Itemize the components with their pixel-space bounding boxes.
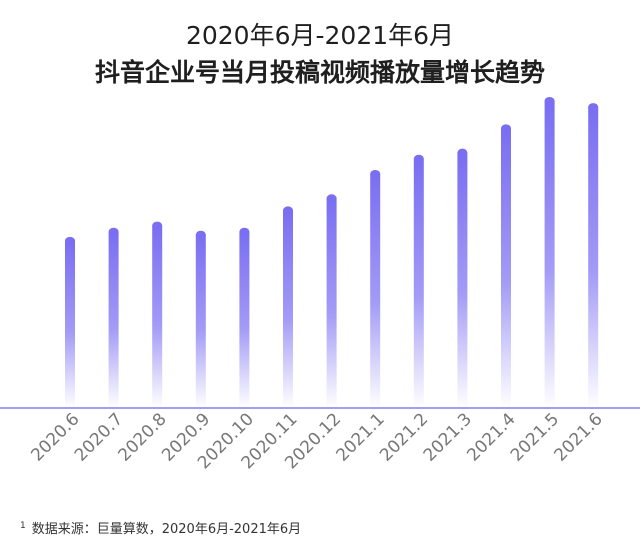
- x-tick-labels-group: 2020.62020.72020.82020.92020.102020.1120…: [27, 409, 606, 473]
- bar-cap: [413, 154, 424, 163]
- bar-cap: [544, 97, 555, 105]
- chart-title-line1: 2020年6月-2021年6月: [185, 21, 455, 50]
- bars-group: [65, 101, 599, 408]
- bar: [588, 107, 599, 408]
- chart-title-line2: 抖音企业号当月投稿视频播放量增长趋势: [94, 58, 545, 87]
- x-tick-label: 2021.4: [463, 409, 519, 465]
- bar-caps-group: [65, 97, 599, 245]
- bar: [108, 231, 119, 408]
- bar-cap: [588, 103, 599, 112]
- x-tick-label: 2020.6: [27, 409, 83, 465]
- bar: [457, 152, 468, 408]
- x-tick-label: 2021.3: [420, 409, 476, 465]
- source-note: 1 数据来源：巨量算数，2020年6月-2021年6月: [20, 518, 301, 537]
- bar-cap: [283, 206, 293, 215]
- bar-cap: [152, 221, 163, 230]
- bar: [152, 225, 163, 408]
- bar-cap: [501, 124, 511, 133]
- bar-cap: [108, 227, 119, 236]
- bar-cap: [65, 236, 75, 245]
- x-tick-label: 2020.8: [115, 409, 171, 465]
- x-tick-label: 2021.6: [551, 409, 607, 465]
- bar: [65, 240, 75, 408]
- x-tick-label: 2021.2: [376, 409, 432, 465]
- bar: [413, 158, 424, 408]
- bar-cap: [457, 148, 468, 157]
- bar: [326, 198, 337, 408]
- bar-cap: [195, 230, 206, 239]
- x-tick-label: 2021.5: [507, 409, 563, 465]
- bar-cap: [370, 169, 381, 178]
- x-tick-label: 2021.1: [333, 409, 389, 465]
- source-marker: 1: [20, 520, 26, 531]
- source-text: 数据来源：巨量算数，2020年6月-2021年6月: [31, 522, 302, 537]
- bar-cap: [239, 227, 250, 236]
- x-tick-label: 2020.7: [71, 409, 127, 465]
- bar: [370, 173, 381, 408]
- bar-cap: [326, 194, 337, 203]
- bar: [544, 101, 555, 408]
- bar: [501, 128, 511, 408]
- bar: [239, 231, 250, 408]
- bar: [195, 234, 206, 408]
- bar: [283, 210, 293, 408]
